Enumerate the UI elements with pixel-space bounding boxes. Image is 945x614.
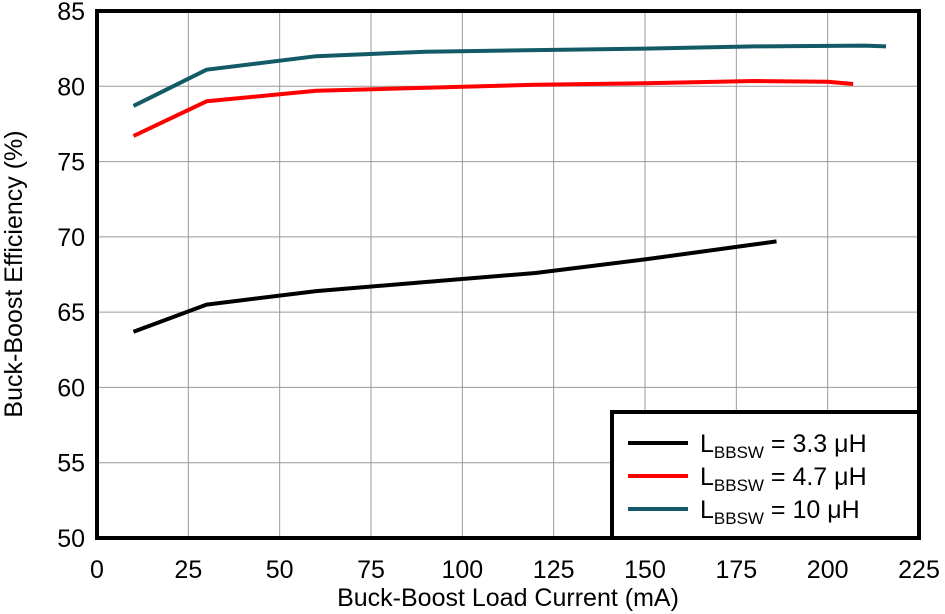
legend-label-2: LBBSW = 4.7 μH [700,463,867,495]
x-tick-label: 100 [441,556,483,584]
y-tick-label: 85 [57,0,85,26]
series-line-2 [132,79,854,138]
x-tick-label: 225 [898,556,940,584]
y-axis-title: Buck-Boost Efficiency (%) [0,130,28,417]
x-tick-label: 0 [90,556,104,584]
x-axis-title: Buck-Boost Load Current (mA) [337,584,679,612]
x-tick-label: 50 [266,556,294,584]
x-tick-label: 175 [715,556,757,584]
plot-frame [95,9,921,540]
series-line-1 [132,239,777,334]
legend-label-1: LBBSW = 3.3 μH [700,430,867,462]
x-tick-label: 125 [533,556,575,584]
series-line-3 [132,43,887,108]
y-tick-label: 60 [57,374,85,402]
series-lines [132,43,887,334]
y-tick-label: 50 [57,525,85,553]
x-tick-label: 25 [174,556,202,584]
y-tick-label: 65 [57,299,85,327]
x-tick-label: 150 [624,556,666,584]
y-tick-label: 70 [57,224,85,252]
x-tick-label: 75 [357,556,385,584]
tick-labels: 0 25 50 75 100 125 150 175 200 225 50 55 60 65 70 75 80 8… [57,0,940,584]
y-tick-label: 55 [57,450,85,478]
y-tick-label: 80 [57,73,85,101]
y-tick-label: 75 [57,149,85,177]
x-tick-label: 200 [807,556,849,584]
legend-label-3: LBBSW = 10 μH [700,496,860,528]
